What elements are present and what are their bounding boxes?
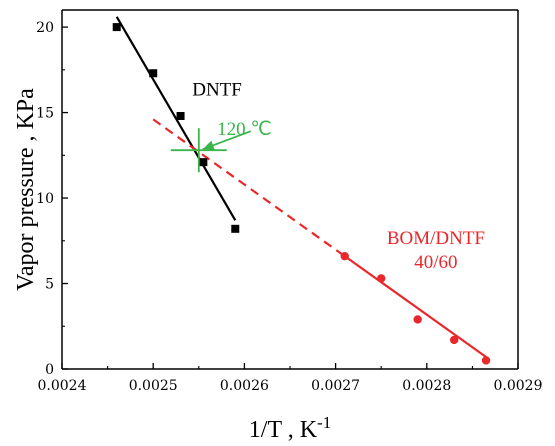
fit-line-dashed-series-1 — [152, 118, 346, 258]
data-point-series-0-0 — [112, 23, 121, 32]
annotation-label-3: 40/60 — [414, 252, 457, 273]
x-tick-label-2: 0.0026 — [220, 378, 269, 394]
data-point-series-0-4 — [231, 224, 240, 233]
data-point-series-1-1 — [377, 274, 386, 283]
data-point-series-1-0 — [340, 251, 349, 261]
data-point-series-1-2 — [413, 315, 422, 324]
x-axis-title-superscript: -1 — [317, 413, 331, 432]
x-axis-title: 1/T , K-1 — [249, 413, 331, 443]
annotation-label-0: DNTF — [192, 79, 242, 100]
annotation-label-1: 120 ℃ — [217, 119, 272, 140]
y-tick-label-1: 5 — [45, 277, 54, 293]
x-tick-label-1: 0.0025 — [129, 378, 178, 394]
data-point-series-0-2 — [176, 111, 185, 120]
fit-line-solid-series-1 — [344, 255, 487, 358]
axes-layer — [61, 9, 519, 370]
y-tick-label-2: 10 — [36, 191, 54, 207]
x-tick-label-3: 0.0027 — [311, 378, 360, 394]
fit-line-series-0 — [115, 16, 237, 221]
label-layer: 0.0024 0.0025 0.0026 0.0027 0.0028 0.0029 0 5 10… — [13, 20, 543, 443]
y-tick-label-3: 15 — [36, 106, 54, 122]
data-point-series-1-4 — [481, 356, 491, 365]
x-tick-label-4: 0.0028 — [402, 378, 451, 394]
annotation-label-2: BOM/DNTF — [387, 228, 485, 249]
y-tick-label-4: 20 — [36, 20, 54, 36]
data-point-series-0-1 — [149, 69, 158, 78]
x-tick-label-0: 0.0024 — [38, 378, 87, 394]
data-layer — [112, 16, 491, 365]
data-point-series-0-3 — [199, 158, 208, 167]
y-tick-label-0: 0 — [45, 362, 54, 378]
data-point-series-1-3 — [449, 335, 459, 345]
annotation-arrow-head — [202, 140, 215, 151]
x-tick-label-5: 0.0029 — [494, 378, 543, 394]
y-axis-title: Vapor pressure , KPa — [13, 88, 39, 291]
